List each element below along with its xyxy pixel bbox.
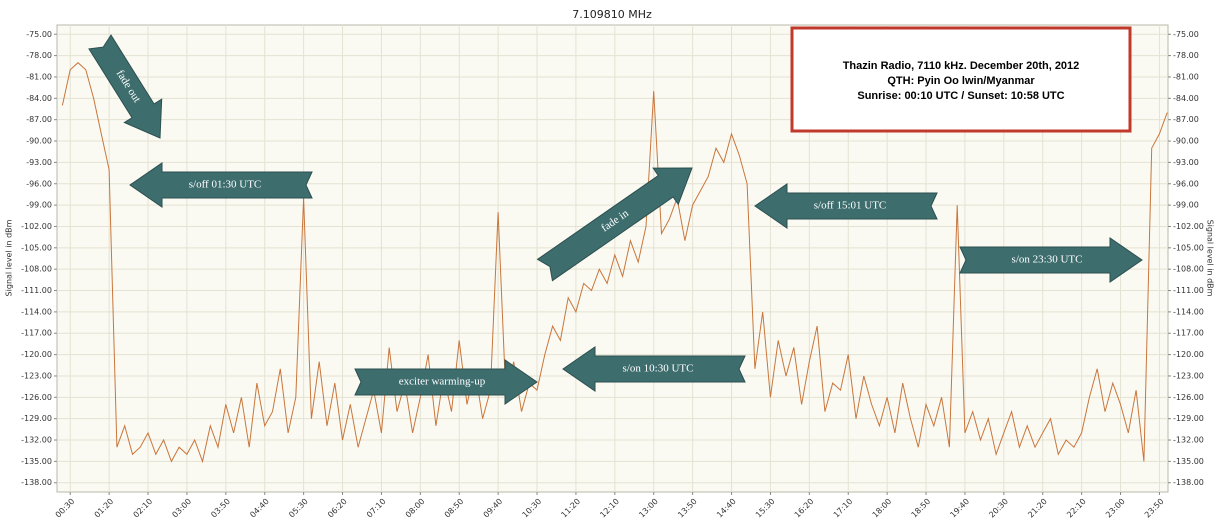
y-tick-label: -102.00 [21,222,52,231]
y2-tick-label: -126.00 [1173,393,1204,402]
y-tick-label: -132.00 [21,436,52,445]
y-tick-label: -117.00 [21,329,52,338]
y-tick-label: -138.00 [21,478,52,487]
y2-tick-label: -99.00 [1173,201,1199,210]
note-line: Thazin Radio, 7110 kHz. December 20th, 2… [843,60,1080,72]
arrow-shape [354,359,538,405]
y-tick-label: -75.00 [26,30,52,39]
annotation-arrow: exciter warming-up [354,359,538,405]
arrow-shape [562,346,746,392]
y-tick-label: -81.00 [26,72,52,81]
annotation-arrow: s/on 23:30 UTC [959,237,1143,283]
y2-tick-label: -117.00 [1173,329,1204,338]
y2-tick-label: -108.00 [1173,265,1204,274]
y-tick-label: -96.00 [26,179,52,188]
y-tick-label: -108.00 [21,265,52,274]
y2-tick-label: -93.00 [1173,158,1199,167]
y-tick-label: -135.00 [21,457,52,466]
annotation-arrow: s/on 10:30 UTC [562,346,746,392]
y-tick-label: -120.00 [21,350,52,359]
y2-axis-label: Signal level in dBm [1206,220,1215,297]
y2-tick-label: -105.00 [1173,243,1204,252]
y2-tick-label: -120.00 [1173,350,1204,359]
annotation-arrow: s/off 15:01 UTC [754,183,938,229]
note-line: Sunrise: 00:10 UTC / Sunset: 10:58 UTC [857,90,1064,102]
y-tick-label: -114.00 [21,307,52,316]
y-tick-label: -126.00 [21,393,52,402]
annotation-arrow: s/off 01:30 UTC [129,162,313,208]
arrow-label: s/off 15:01 UTC [814,200,887,212]
arrow-label: exciter warming-up [399,376,486,388]
y-tick-label: -129.00 [21,414,52,423]
note-box [790,26,1132,133]
y2-tick-label: -123.00 [1173,371,1204,380]
y2-tick-label: -129.00 [1173,414,1204,423]
arrow-shape [536,167,693,282]
y2-tick-label: -84.00 [1173,94,1199,103]
y2-tick-label: -135.00 [1173,457,1204,466]
arrow-shape [88,34,163,139]
y-tick-label: -90.00 [26,137,52,146]
arrow-label: s/on 23:30 UTC [1012,254,1083,266]
y-tick-label: -99.00 [26,201,52,210]
arrow-label: s/off 01:30 UTC [189,179,262,191]
arrow-shape [129,162,313,208]
y2-tick-label: -96.00 [1173,179,1199,188]
y-axis-label: Signal level in dBm [5,219,14,296]
y-tick-label: -105.00 [21,243,52,252]
y-tick-label: -111.00 [21,286,52,295]
y2-tick-label: -90.00 [1173,137,1199,146]
arrow-label: s/on 10:30 UTC [623,363,694,375]
arrow-shape [754,183,938,229]
y-tick-label: -84.00 [26,94,52,103]
note-line: QTH: Pyin Oo lwin/Myanmar [887,75,1035,87]
arrow-shape [959,237,1143,283]
y2-tick-label: -78.00 [1173,51,1199,60]
y2-tick-label: -138.00 [1173,478,1204,487]
y-tick-label: -123.00 [21,371,52,380]
y2-tick-label: -81.00 [1173,72,1199,81]
y-tick-label: -87.00 [26,115,52,124]
y2-tick-label: -114.00 [1173,307,1204,316]
y-tick-label: -93.00 [26,158,52,167]
y2-tick-label: -102.00 [1173,222,1204,231]
y2-tick-label: -87.00 [1173,115,1199,124]
y2-tick-label: -111.00 [1173,286,1204,295]
y-tick-label: -78.00 [26,51,52,60]
series-line [61,62,1168,464]
y2-tick-label: -132.00 [1173,436,1204,445]
chart-title: 7.109810 MHz [572,8,652,21]
y2-tick-label: -75.00 [1173,30,1199,39]
marks [61,62,1168,464]
